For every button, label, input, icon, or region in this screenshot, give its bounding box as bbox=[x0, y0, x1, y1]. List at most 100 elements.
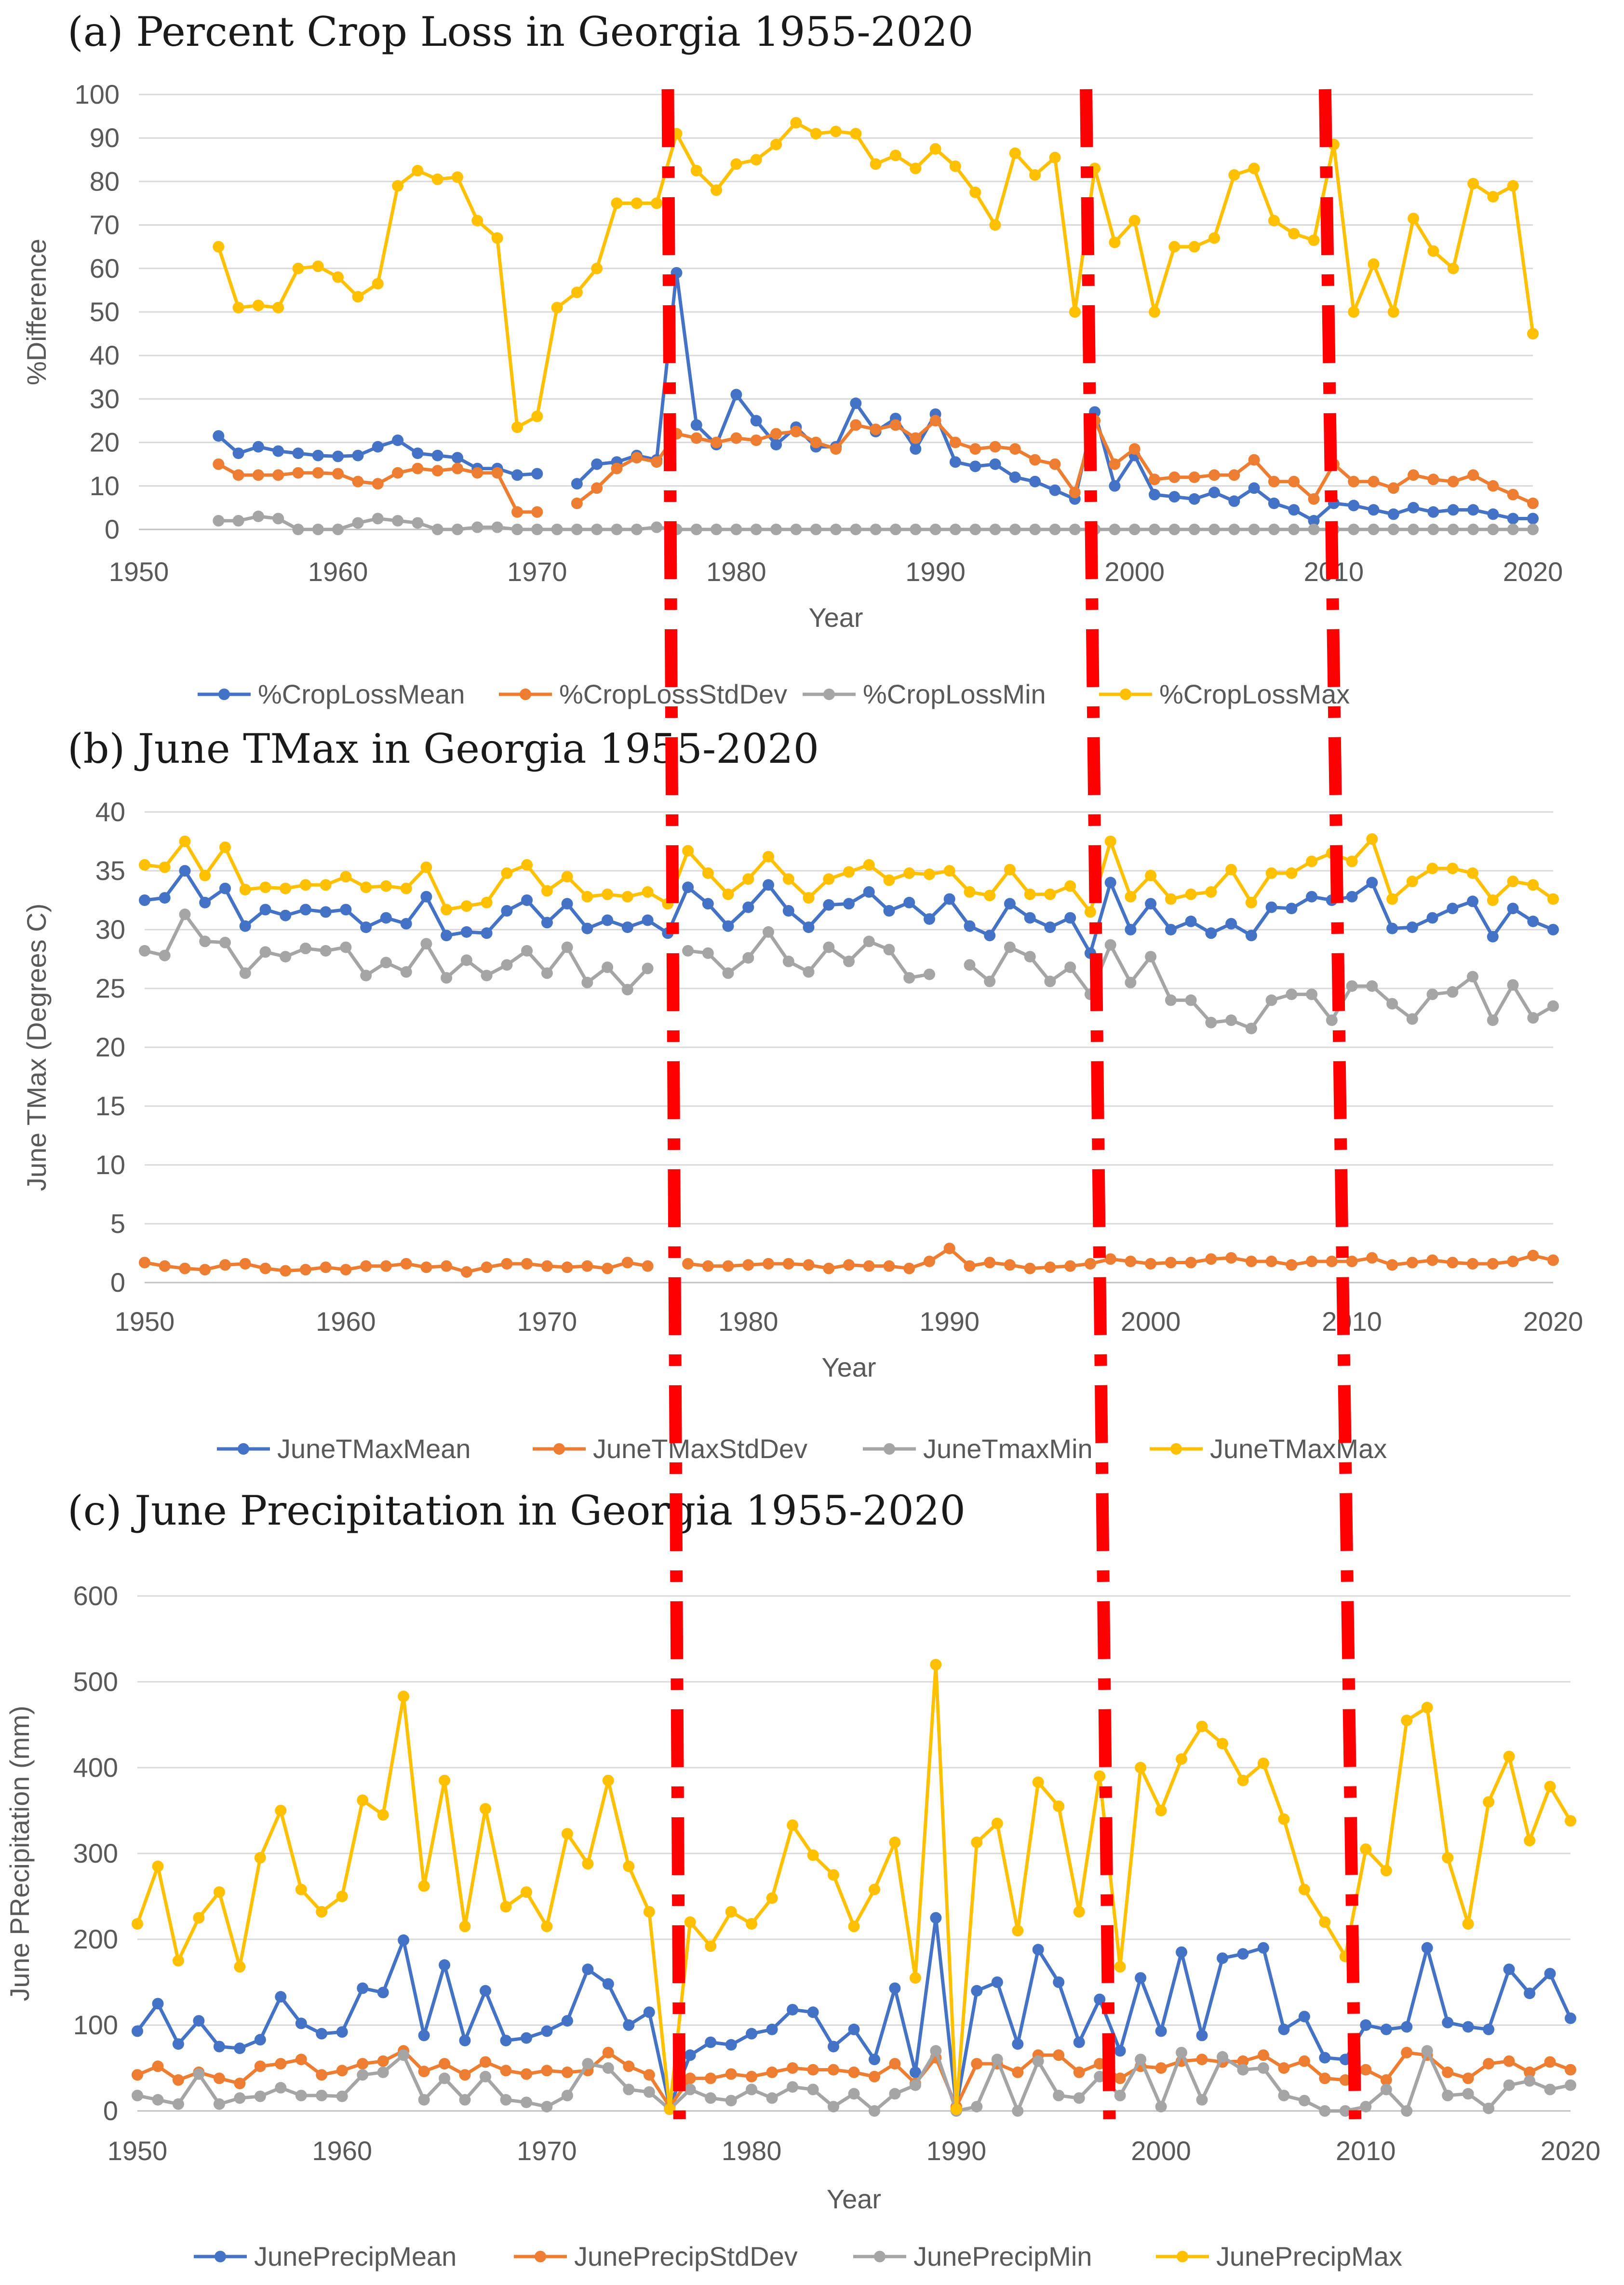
data-point bbox=[491, 232, 503, 244]
y-tick-label: 40 bbox=[90, 340, 120, 370]
series-JuneTMaxStdDev bbox=[139, 1243, 1559, 1278]
data-point bbox=[1024, 1262, 1036, 1274]
data-point bbox=[943, 865, 955, 877]
data-point bbox=[750, 415, 762, 427]
data-point bbox=[1386, 893, 1398, 905]
data-point bbox=[1128, 443, 1141, 455]
data-point bbox=[711, 184, 723, 196]
data-point bbox=[1442, 1852, 1454, 1864]
data-point bbox=[1168, 524, 1181, 535]
data-point bbox=[1346, 855, 1358, 867]
data-point bbox=[1527, 1249, 1539, 1261]
data-point bbox=[1408, 213, 1420, 225]
data-point bbox=[869, 2054, 880, 2066]
data-point bbox=[159, 892, 171, 904]
data-point bbox=[903, 1262, 915, 1274]
data-point bbox=[725, 2095, 737, 2107]
data-point bbox=[984, 890, 996, 902]
y-tick-label: 30 bbox=[90, 383, 120, 414]
data-point bbox=[412, 164, 424, 176]
legend-item: %CropLossMax bbox=[1099, 679, 1350, 709]
data-point bbox=[132, 1918, 143, 1930]
data-point bbox=[295, 1883, 307, 1895]
data-point bbox=[910, 162, 922, 175]
data-point bbox=[380, 957, 392, 969]
data-point bbox=[1462, 1918, 1474, 1930]
data-point bbox=[398, 2049, 410, 2061]
series-JunePrecipStdDev bbox=[132, 2045, 1576, 2113]
data-point bbox=[883, 1260, 895, 1272]
data-point bbox=[984, 1257, 996, 1269]
data-point bbox=[1176, 2047, 1187, 2058]
data-point bbox=[722, 1260, 734, 1272]
data-point bbox=[964, 1260, 976, 1272]
legend-label: %CropLossMin bbox=[863, 679, 1046, 709]
data-point bbox=[1009, 443, 1021, 455]
data-point bbox=[531, 506, 543, 518]
data-point bbox=[1401, 2105, 1413, 2117]
x-tick-label: 1950 bbox=[109, 556, 169, 587]
data-point bbox=[1298, 1883, 1310, 1895]
data-point bbox=[848, 1920, 860, 1933]
data-point bbox=[336, 2090, 348, 2102]
data-point bbox=[1565, 2064, 1576, 2076]
data-point bbox=[1265, 867, 1277, 879]
data-point bbox=[441, 972, 453, 984]
data-point bbox=[312, 467, 324, 479]
data-point bbox=[152, 1998, 164, 2010]
data-point bbox=[1401, 2021, 1413, 2033]
data-point bbox=[1547, 1000, 1559, 1012]
data-point bbox=[1408, 524, 1420, 535]
series-line bbox=[687, 1246, 1554, 1271]
data-point bbox=[1326, 1256, 1338, 1268]
data-point bbox=[910, 432, 922, 444]
data-point bbox=[621, 891, 633, 903]
data-point bbox=[971, 2101, 983, 2113]
data-point bbox=[521, 2096, 532, 2109]
y-tick-label: 70 bbox=[90, 210, 120, 240]
data-point bbox=[1467, 895, 1478, 907]
data-point bbox=[924, 868, 935, 880]
data-point bbox=[412, 462, 424, 474]
series-%CropLossMean bbox=[213, 267, 1539, 527]
data-point bbox=[320, 945, 332, 957]
data-point bbox=[850, 419, 862, 431]
data-point bbox=[1225, 1252, 1237, 1264]
data-point bbox=[280, 951, 292, 963]
data-point bbox=[501, 905, 513, 917]
data-point bbox=[1462, 2088, 1474, 2100]
x-tick-label: 2000 bbox=[1131, 2136, 1191, 2166]
data-point bbox=[766, 2092, 778, 2104]
data-point bbox=[1467, 1258, 1478, 1270]
data-point bbox=[1155, 2025, 1167, 2037]
data-point bbox=[571, 524, 583, 535]
data-point bbox=[1360, 2101, 1372, 2113]
data-point bbox=[1257, 2062, 1269, 2074]
data-point bbox=[1308, 524, 1320, 535]
x-tick-label: 1950 bbox=[107, 2136, 168, 2166]
data-point bbox=[272, 513, 284, 525]
x-tick-label: 2020 bbox=[1523, 1306, 1584, 1337]
data-point bbox=[459, 2094, 471, 2106]
data-point bbox=[357, 1794, 369, 1806]
data-point bbox=[1547, 924, 1559, 935]
data-point bbox=[259, 904, 271, 916]
y-tick-label: 100 bbox=[75, 79, 120, 109]
legend-item: JunePrecipStdDev bbox=[514, 2241, 798, 2271]
data-point bbox=[1004, 1259, 1016, 1271]
data-point bbox=[642, 886, 654, 898]
data-point bbox=[377, 1987, 389, 1999]
data-point bbox=[254, 2090, 266, 2102]
data-point bbox=[336, 1891, 348, 1902]
data-point bbox=[602, 1262, 614, 1274]
data-point bbox=[848, 2066, 860, 2078]
data-point bbox=[418, 1880, 430, 1892]
data-point bbox=[480, 1803, 491, 1815]
data-point bbox=[1467, 867, 1478, 879]
data-point bbox=[581, 891, 593, 903]
data-point bbox=[1196, 2029, 1208, 2042]
series-%CropLossMin bbox=[213, 510, 1539, 535]
data-point bbox=[621, 984, 633, 996]
data-point bbox=[398, 1690, 410, 1703]
data-point bbox=[1507, 524, 1519, 535]
